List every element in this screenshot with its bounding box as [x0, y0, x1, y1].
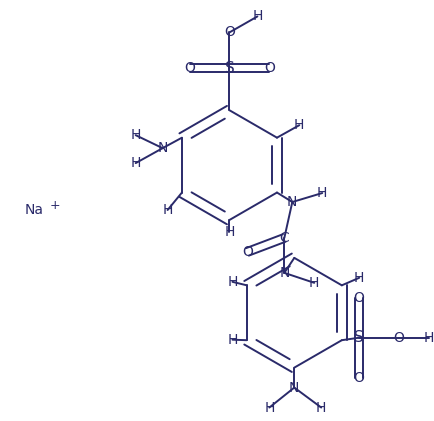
- Text: N: N: [287, 195, 297, 209]
- Text: O: O: [394, 331, 404, 345]
- Text: H: H: [227, 333, 238, 347]
- Text: S: S: [354, 330, 364, 345]
- Text: N: N: [279, 266, 289, 280]
- Text: O: O: [224, 25, 235, 40]
- Text: H: H: [317, 186, 327, 200]
- Text: H: H: [316, 400, 326, 415]
- Text: N: N: [158, 141, 168, 155]
- Text: O: O: [354, 370, 365, 385]
- Text: O: O: [184, 61, 195, 75]
- Text: N: N: [289, 381, 299, 394]
- Text: H: H: [227, 275, 238, 289]
- Text: H: H: [309, 276, 319, 290]
- Text: H: H: [224, 225, 235, 239]
- Text: H: H: [264, 400, 275, 415]
- Text: C: C: [279, 231, 289, 245]
- Text: O: O: [242, 245, 253, 259]
- Text: H: H: [131, 156, 141, 170]
- Text: H: H: [131, 128, 141, 142]
- Text: H: H: [162, 203, 173, 217]
- Text: H: H: [354, 271, 364, 285]
- Text: H: H: [252, 9, 263, 24]
- Text: Na: Na: [25, 203, 44, 217]
- Text: +: +: [50, 199, 60, 211]
- Text: H: H: [294, 118, 305, 132]
- Text: O: O: [264, 61, 275, 75]
- Text: S: S: [224, 61, 234, 76]
- Text: H: H: [424, 331, 434, 345]
- Text: O: O: [354, 291, 365, 305]
